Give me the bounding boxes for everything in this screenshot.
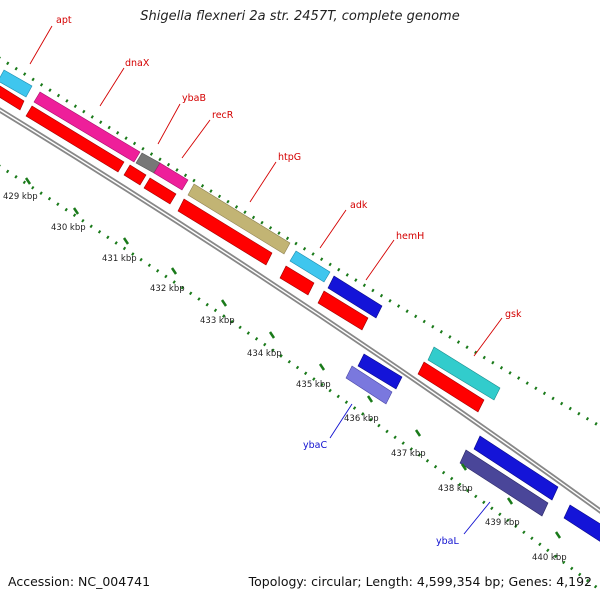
- kbp-label-439: 439 kbp: [485, 518, 520, 528]
- accession-label: Accession: NC_004741: [8, 574, 151, 589]
- kbp-label-437: 437 kbp: [391, 449, 426, 459]
- gene-feature-apt[interactable]: [0, 69, 33, 98]
- gene-label-dnaX: dnaX: [125, 58, 150, 69]
- kbp-label-435: 435 kbp: [296, 380, 331, 390]
- kbp-label-433: 433 kbp: [200, 316, 235, 326]
- gene-feature-htpG[interactable]: [187, 183, 291, 255]
- kbp-tick-labels: 429 kbp 430 kbp 431 kbp 432 kbp 433 kbp …: [3, 177, 567, 563]
- inner-dotted-ruler: [0, 164, 600, 592]
- gene-label-ybaB: ybaB: [182, 93, 206, 104]
- kbp-label-438: 438 kbp: [438, 484, 473, 494]
- gene-feature-ybaC[interactable]: [345, 353, 403, 405]
- kbp-label-432: 432 kbp: [150, 284, 185, 294]
- gene-label-gsk: gsk: [505, 309, 522, 320]
- gene-feature-hemH[interactable]: [327, 275, 383, 319]
- gene-feature-adk[interactable]: [289, 250, 331, 283]
- gene-feature-ybaB[interactable]: [135, 152, 189, 191]
- kbp-label-431: 431 kbp: [102, 254, 137, 264]
- gene-label-recR: recR: [212, 110, 234, 121]
- kbp-label-434: 434 kbp: [247, 349, 282, 359]
- outer-dotted-ruler: [0, 56, 600, 428]
- gene-label-ybaC: ybaC: [303, 440, 327, 451]
- gene-label-adk: adk: [350, 200, 368, 211]
- gene-labels: apt dnaX ybaB recR htpG adk hemH gsk yba…: [29, 15, 522, 547]
- gene-label-hemH: hemH: [396, 231, 424, 242]
- kbp-label-440: 440 kbp: [532, 553, 567, 563]
- cds-arrows-forward: [0, 85, 485, 413]
- kbp-label-436: 436 kbp: [344, 414, 379, 424]
- genome-summary: Topology: circular; Length: 4,599,354 bp…: [248, 574, 592, 589]
- gene-feature-ybaL[interactable]: [459, 435, 559, 517]
- map-title: Shigella flexneri 2a str. 2457T, complet…: [140, 9, 460, 24]
- kbp-label-429: 429 kbp: [3, 192, 38, 202]
- gene-feature-dnaX[interactable]: [33, 91, 141, 163]
- genome-backbone: [0, 107, 600, 514]
- gene-label-htpG: htpG: [278, 152, 301, 163]
- gene-feature-gsk[interactable]: [427, 346, 501, 401]
- gene-feature-unlabeled[interactable]: [563, 504, 600, 544]
- kbp-label-430: 430 kbp: [51, 223, 86, 233]
- gene-label-ybaL: ybaL: [436, 536, 459, 547]
- gene-label-apt: apt: [56, 15, 72, 26]
